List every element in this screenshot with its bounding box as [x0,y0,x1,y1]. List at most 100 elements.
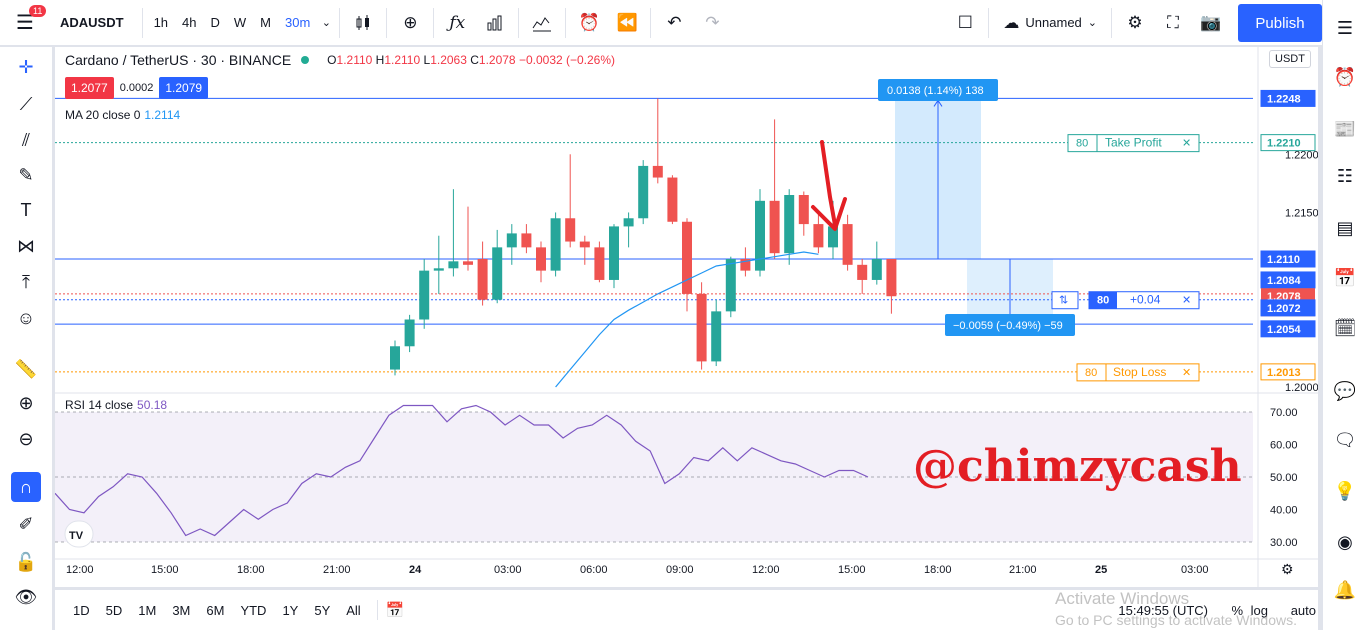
interval-d[interactable]: D [210,15,220,30]
time-axis-settings-icon: ⚙ [1281,561,1294,577]
ruler-icon[interactable]: 📏 [14,358,38,379]
range-1y[interactable]: 1Y [282,602,299,618]
emoji-icon[interactable]: ☺ [16,307,36,328]
goto-date-icon[interactable]: 📅 [385,602,405,619]
candle-body [842,224,853,265]
log-toggle[interactable]: log [1250,602,1268,618]
chart-panel[interactable]: @chimzycash TV 1.2200 1.2150 1.2000 1.2248 1.2… [55,47,1318,587]
publish-button[interactable]: Publish [1238,4,1322,42]
buy-button[interactable]: 1.2079 [159,77,209,99]
time-tick-label: 12:00 [66,564,94,576]
ma-legend[interactable]: MA 20 close 0 1.2114 [65,108,180,122]
ohlc-values: O1.2110 H1.2110 L1.2063 C1.2078 −0.0032 … [327,53,615,67]
lock-draw-icon[interactable]: ✐ [18,513,34,534]
interval-dropdown-icon[interactable]: ⌄ [321,17,331,29]
candles-icon[interactable] [344,0,382,46]
rsi-tick-label: 40.00 [1270,505,1298,517]
range-1m[interactable]: 1M [138,602,157,618]
time-tick-label: 15:00 [151,564,179,576]
notifications-bell-icon[interactable]: 🔔 [1333,579,1357,600]
close-value: 1.2078 [478,53,516,67]
candle-body [594,247,605,280]
ideas-bulb-icon[interactable]: 💡 [1333,480,1357,501]
range-3m[interactable]: 3M [172,602,191,618]
stop-loss-qty: 80 [1085,367,1097,379]
redo-icon[interactable]: ↷ [705,12,720,32]
interval-30m[interactable]: 30m [285,15,311,30]
magnet-icon[interactable]: ∩ [11,472,41,502]
news-icon[interactable]: 📰 [1333,118,1357,139]
price-badge-target: 1.2248 [1267,93,1301,105]
hotlist-icon[interactable]: ▤ [1336,217,1354,238]
time-tick-label: 15:00 [838,564,866,576]
auto-toggle[interactable]: auto [1290,602,1316,618]
interval-m[interactable]: M [260,15,272,30]
chat-icon[interactable]: 💬 [1333,380,1357,401]
undo-icon[interactable]: ↶ [667,12,682,32]
price-badge-target-bg [1260,89,1316,107]
templates-icon[interactable] [523,0,561,46]
range-all[interactable]: All [346,602,361,618]
zoom-out-icon[interactable]: ⊖ [18,428,34,449]
bid-ask-panel: 1.2077 0.0002 1.2079 [65,77,209,99]
screener-icon[interactable]: ☷ [1336,165,1354,186]
range-ytd[interactable]: YTD [240,602,267,618]
calendar-icon[interactable]: 📅 [1333,267,1357,288]
open-label: O [327,53,337,67]
candle-body [696,293,707,362]
alarm-clock-icon[interactable]: ⏰ [1333,66,1357,87]
layout-selector[interactable]: ☁ Unnamed ⌄ [993,0,1107,46]
lock-icon[interactable]: 🔓 [14,551,38,572]
range-5y[interactable]: 5Y [314,602,331,618]
financials-icon[interactable] [476,0,514,46]
stop-loss-label: Stop Loss [1113,365,1166,379]
eye-icon[interactable]: 👁 [14,586,38,607]
fib-tool-icon[interactable]: ⫽ [21,129,31,150]
trendline-icon[interactable]: ⟋ [19,93,33,114]
candle-body [682,221,692,294]
symbol-search[interactable]: ADAUSDT [60,15,124,30]
range-6m[interactable]: 6M [206,602,225,618]
prediction-tool-icon[interactable]: ⤒ [22,271,30,292]
interval-w[interactable]: W [233,15,247,30]
cloud-icon: ☁ [1003,14,1020,32]
candle-body [857,264,868,280]
pattern-tool-icon[interactable]: ⋈ [17,235,35,256]
currency-badge[interactable]: USDT [1269,50,1311,68]
percent-toggle[interactable]: % [1231,602,1243,618]
camera-icon[interactable]: 📷 [1200,12,1222,32]
text-tool-icon[interactable]: T [20,199,32,220]
menu-button[interactable]: ☰ 11 [0,0,50,46]
comments-icon[interactable]: 🗨 [1333,429,1357,450]
fullscreen-layout-icon[interactable]: ☐ [957,12,974,32]
clock-timezone[interactable]: 15:49:55 (UTC) [1118,602,1208,618]
interval-4h[interactable]: 4h [182,15,197,30]
zoom-in-icon[interactable]: ⊕ [18,392,34,413]
settings-gear-icon[interactable]: ⚙ [1127,12,1143,32]
range-1d[interactable]: 1D [73,602,90,618]
indicators-icon[interactable]: ƒx [449,12,466,33]
candle-body [448,261,459,269]
sell-button[interactable]: 1.2077 [65,77,114,99]
watchlist-icon[interactable]: ☰ [1336,17,1354,38]
right-widget-toolbar: ☰ ⏰ 📰 ☷ ▤ 📅 🗓 💬 🗨 💡 ◉ 🔔 [1322,0,1366,630]
brush-icon[interactable]: ✎ [18,164,34,185]
time-tick-label: 06:00 [580,564,608,576]
divider [433,7,435,38]
candle-body [798,195,809,225]
time-tick-label: 03:00 [1181,564,1209,576]
upper-measure-label-bg [878,79,998,101]
fullscreen-icon[interactable]: ⛶ [1167,12,1179,32]
top-toolbar: ☰ 11 ADAUSDT 1h 4h D W M 30m ⌄ ⊕ ƒx ⏰ ⏪ … [0,0,1322,46]
add-compare-icon[interactable]: ⊕ [403,12,418,32]
calendar-check-icon[interactable]: 🗓 [1333,317,1357,338]
interval-1h[interactable]: 1h [153,15,169,30]
alert-icon[interactable]: ⏰ [578,12,600,32]
replay-icon[interactable]: ⏪ [616,12,638,32]
chart-canvas[interactable]: @chimzycash TV 1.2200 1.2150 1.2000 1.2248 1.2… [55,47,1318,587]
rsi-legend[interactable]: RSI 14 close 50.18 [65,398,167,412]
streams-icon[interactable]: ◉ [1337,531,1353,552]
crosshair-icon[interactable]: ✛ [18,56,34,77]
range-5d[interactable]: 5D [105,602,123,618]
